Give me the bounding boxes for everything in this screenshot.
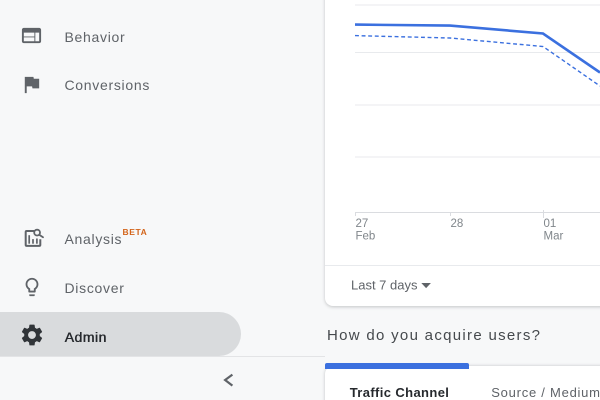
svg-text:27: 27 [356,218,369,230]
svg-text:Last 7 days: Last 7 days [351,278,418,293]
svg-text:01: 01 [544,218,557,230]
svg-text:Feb: Feb [356,231,376,243]
svg-text:28: 28 [451,218,464,230]
svg-text:Mar: Mar [544,231,564,243]
